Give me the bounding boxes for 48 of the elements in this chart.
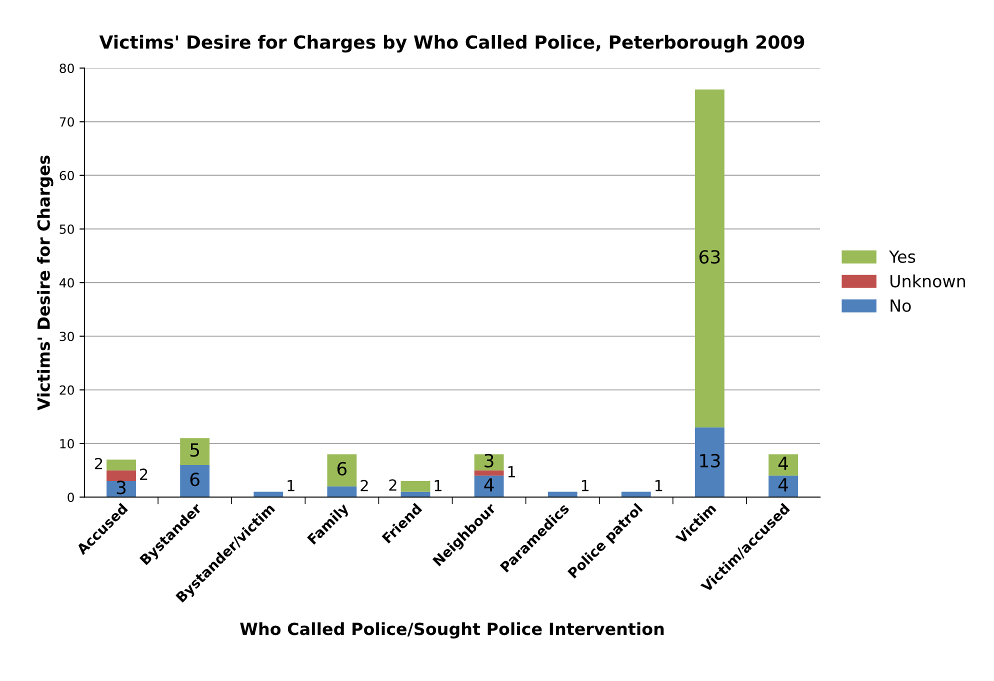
y-tick-label: 20 [60,385,74,395]
data-label: 2 [360,480,368,492]
data-label: 4 [778,456,788,470]
bar [327,486,357,498]
bar [474,476,504,498]
bar [768,454,798,476]
data-label: 1 [655,480,662,492]
data-label: 63 [699,250,720,264]
legend-label: No [890,300,911,312]
bar [180,464,210,498]
data-label: 2 [389,479,396,491]
data-label: 6 [337,462,347,476]
bar [180,438,210,465]
y-tick-label: 30 [60,332,74,342]
bar [106,470,136,482]
data-label: 4 [484,478,494,492]
y-tick-label: 40 [59,278,74,288]
bar [695,90,724,428]
data-label: 3 [116,480,126,494]
bar [768,476,798,498]
data-label: 13 [700,454,720,468]
bar [106,460,136,470]
bar [474,454,504,470]
bar [474,470,504,476]
y-tick-label: 0 [68,492,74,502]
data-label: 1 [508,466,516,478]
data-label: 4 [778,478,788,492]
y-tick-label: 50 [60,224,74,234]
bar [327,454,357,486]
data-label: 2 [140,468,148,480]
legend-label: Unknown [890,274,966,288]
y-tick-label: 10 [60,438,74,448]
y-tick-label: 60 [60,170,74,180]
x-axis-title: Who Called Police/Sought Police Intervention [240,622,664,639]
data-label: 3 [484,454,494,468]
data-label: 1 [288,480,294,492]
chart-title: Victims' Desire for Charges by Who Called Police, Peterborough 2009 [99,34,804,53]
y-tick-label: 70 [60,117,74,127]
data-label: 1 [582,480,589,492]
bar [400,481,430,492]
data-label: 5 [190,443,199,457]
legend-label: Yes [889,250,916,263]
data-label: 1 [434,480,442,492]
data-label: 6 [190,472,200,486]
bar [695,427,724,498]
y-axis-title: Victims' Desire for Charges [37,156,54,410]
y-tick-label: 80 [60,64,74,74]
data-label: 2 [95,458,102,470]
